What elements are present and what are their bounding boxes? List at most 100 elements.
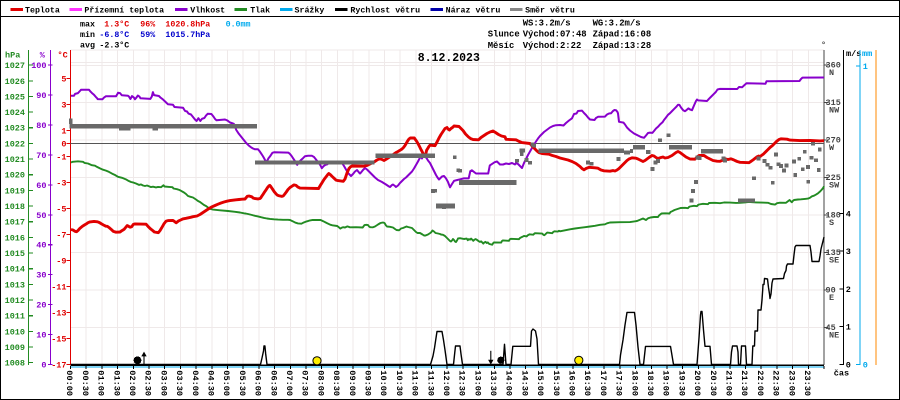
svg-text:05:00: 05:00 xyxy=(221,370,231,396)
svg-text:1025: 1025 xyxy=(5,92,25,102)
svg-text:00:30: 00:30 xyxy=(80,370,90,396)
svg-text:0: 0 xyxy=(61,140,66,150)
svg-text:19:00: 19:00 xyxy=(661,370,671,396)
svg-text:Západ:13:28: Západ:13:28 xyxy=(593,41,652,51)
svg-text:4: 4 xyxy=(846,209,851,219)
svg-text:W: W xyxy=(829,143,835,153)
svg-text:0.0mm: 0.0mm xyxy=(226,21,251,30)
svg-text:m/s: m/s xyxy=(846,49,861,59)
svg-text:50: 50 xyxy=(36,211,46,221)
svg-text:60: 60 xyxy=(36,181,46,191)
svg-text:-11: -11 xyxy=(51,283,66,293)
svg-text:Východ:2:22: Východ:2:22 xyxy=(523,41,582,51)
svg-text:90: 90 xyxy=(36,91,46,101)
svg-text:96%: 96% xyxy=(140,21,155,30)
svg-text:19:30: 19:30 xyxy=(676,370,686,396)
svg-text:WG:3.2m/s: WG:3.2m/s xyxy=(593,19,641,29)
svg-text:Východ:07:48: Východ:07:48 xyxy=(523,30,587,40)
svg-text:-13: -13 xyxy=(51,309,66,319)
svg-text:1010: 1010 xyxy=(5,327,25,337)
svg-text:čas: čas xyxy=(834,369,849,379)
svg-text:18:30: 18:30 xyxy=(645,370,655,396)
svg-text:-6.8°C: -6.8°C xyxy=(99,31,129,40)
svg-text:12:00: 12:00 xyxy=(441,370,451,396)
svg-text:0: 0 xyxy=(863,360,868,370)
svg-text:SE: SE xyxy=(829,255,839,265)
svg-text:E: E xyxy=(829,293,834,303)
svg-text:1009: 1009 xyxy=(5,343,25,353)
svg-text:18:00: 18:00 xyxy=(629,370,639,396)
svg-text:20:00: 20:00 xyxy=(692,370,702,396)
svg-text:20: 20 xyxy=(36,301,46,311)
svg-text:15:00: 15:00 xyxy=(535,370,545,396)
svg-text:07:30: 07:30 xyxy=(300,370,310,396)
svg-text:06:30: 06:30 xyxy=(268,370,278,396)
svg-text:10: 10 xyxy=(36,331,46,341)
svg-text:00:00: 00:00 xyxy=(64,370,74,396)
svg-text:1011: 1011 xyxy=(5,312,25,322)
svg-text:03:30: 03:30 xyxy=(174,370,184,396)
svg-text:1013: 1013 xyxy=(5,280,25,290)
svg-text:01:30: 01:30 xyxy=(111,370,121,396)
svg-text:-15: -15 xyxy=(51,335,66,345)
svg-text:17:00: 17:00 xyxy=(598,370,608,396)
svg-text:15:30: 15:30 xyxy=(551,370,561,396)
svg-text:23:30: 23:30 xyxy=(802,370,812,396)
svg-text:13:30: 13:30 xyxy=(488,370,498,396)
svg-text:1017: 1017 xyxy=(5,218,25,228)
svg-text:1020: 1020 xyxy=(5,171,25,181)
svg-text:22:00: 22:00 xyxy=(755,370,765,396)
svg-text:14:00: 14:00 xyxy=(504,370,514,396)
svg-text:22:30: 22:30 xyxy=(771,370,781,396)
svg-text:03:00: 03:00 xyxy=(158,370,168,396)
svg-text:90: 90 xyxy=(826,285,836,295)
svg-text:hPa: hPa xyxy=(5,51,20,61)
svg-text:1026: 1026 xyxy=(5,77,25,87)
svg-text:1022: 1022 xyxy=(5,139,25,149)
svg-text:315: 315 xyxy=(826,98,841,108)
svg-text:08:00: 08:00 xyxy=(315,370,325,396)
svg-text:06:00: 06:00 xyxy=(253,370,263,396)
svg-text:40: 40 xyxy=(36,241,46,251)
svg-text:135: 135 xyxy=(826,248,841,258)
svg-text:-9: -9 xyxy=(56,257,66,267)
svg-text:-5: -5 xyxy=(56,205,66,215)
svg-text:NW: NW xyxy=(829,105,840,115)
svg-text:04:30: 04:30 xyxy=(206,370,216,396)
svg-text:2: 2 xyxy=(846,285,851,295)
svg-text:1014: 1014 xyxy=(5,265,25,275)
svg-text:04:00: 04:00 xyxy=(190,370,200,396)
svg-text:1019: 1019 xyxy=(5,186,25,196)
svg-text:-7: -7 xyxy=(56,231,66,241)
svg-text:%: % xyxy=(40,51,46,61)
svg-text:08:30: 08:30 xyxy=(331,370,341,396)
svg-text:360: 360 xyxy=(826,60,841,70)
svg-text:1012: 1012 xyxy=(5,296,25,306)
svg-text:-2.3°C: -2.3°C xyxy=(99,42,129,51)
svg-text:01:00: 01:00 xyxy=(96,370,106,396)
svg-text:-1: -1 xyxy=(56,153,66,163)
svg-text:max: max xyxy=(80,21,95,30)
svg-text:Západ:16:08: Západ:16:08 xyxy=(593,30,652,40)
svg-text:16:30: 16:30 xyxy=(582,370,592,396)
svg-text:70: 70 xyxy=(36,151,46,161)
svg-text:270: 270 xyxy=(826,135,841,145)
svg-text:1016: 1016 xyxy=(5,233,25,243)
svg-text:8.12.2023: 8.12.2023 xyxy=(418,52,480,65)
svg-text:Náraz větru: Náraz větru xyxy=(446,6,501,16)
svg-text:1: 1 xyxy=(863,62,868,72)
svg-text:N: N xyxy=(829,68,834,78)
svg-text:°: ° xyxy=(821,41,826,51)
svg-text:1018: 1018 xyxy=(5,202,25,212)
svg-text:1: 1 xyxy=(846,323,851,333)
svg-text:NE: NE xyxy=(829,330,839,340)
svg-text:Slunce: Slunce xyxy=(488,30,520,40)
svg-text:0: 0 xyxy=(846,360,851,370)
svg-text:45: 45 xyxy=(826,323,836,333)
svg-text:Přízemní teplota: Přízemní teplota xyxy=(84,6,164,16)
svg-text:Teplota: Teplota xyxy=(25,6,60,16)
svg-text:07:00: 07:00 xyxy=(284,370,294,396)
svg-text:12:30: 12:30 xyxy=(457,370,467,396)
svg-text:WS:3.2m/s: WS:3.2m/s xyxy=(523,19,571,29)
svg-text:21:00: 21:00 xyxy=(724,370,734,396)
